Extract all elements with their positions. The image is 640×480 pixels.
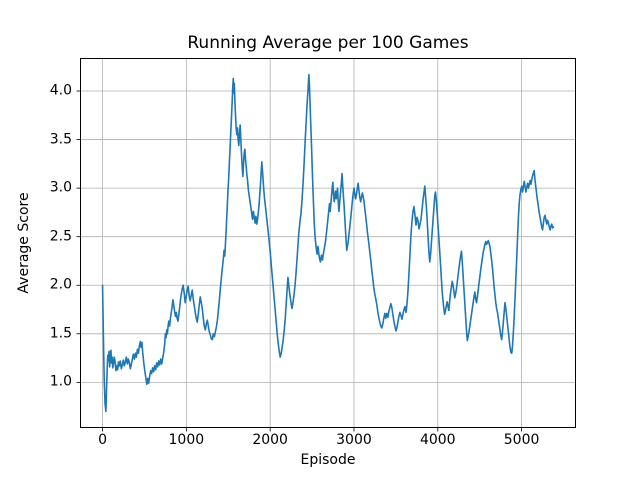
chart-title: Running Average per 100 Games — [187, 33, 469, 53]
x-tick-label: 1000 — [168, 432, 205, 448]
x-tick-label: 4000 — [419, 432, 456, 448]
x-tick-labels: 0 1000 2000 3000 4000 5000 — [80, 433, 576, 449]
x-axis-label: Episode — [300, 452, 356, 468]
plot-area — [76, 58, 576, 432]
y-tick-label: 1.0 — [49, 373, 72, 390]
y-tick-label: 3.5 — [49, 131, 72, 148]
y-tick-label: 2.0 — [49, 276, 72, 293]
y-tick-label: 4.0 — [49, 82, 72, 99]
x-tick-label: 0 — [98, 432, 107, 448]
plot-spines — [80, 58, 576, 428]
y-tick-label: 1.5 — [49, 325, 72, 342]
y-tick-labels: 1.0 1.5 2.0 2.5 3.0 3.5 4.0 — [0, 58, 72, 428]
x-tick-label: 2000 — [252, 432, 288, 448]
series-line-running-average — [101, 73, 555, 413]
y-tick-label: 3.0 — [49, 179, 72, 196]
y-tick-label: 2.5 — [49, 228, 72, 245]
x-tick-label: 5000 — [503, 432, 540, 448]
x-tick-label: 3000 — [336, 432, 372, 448]
